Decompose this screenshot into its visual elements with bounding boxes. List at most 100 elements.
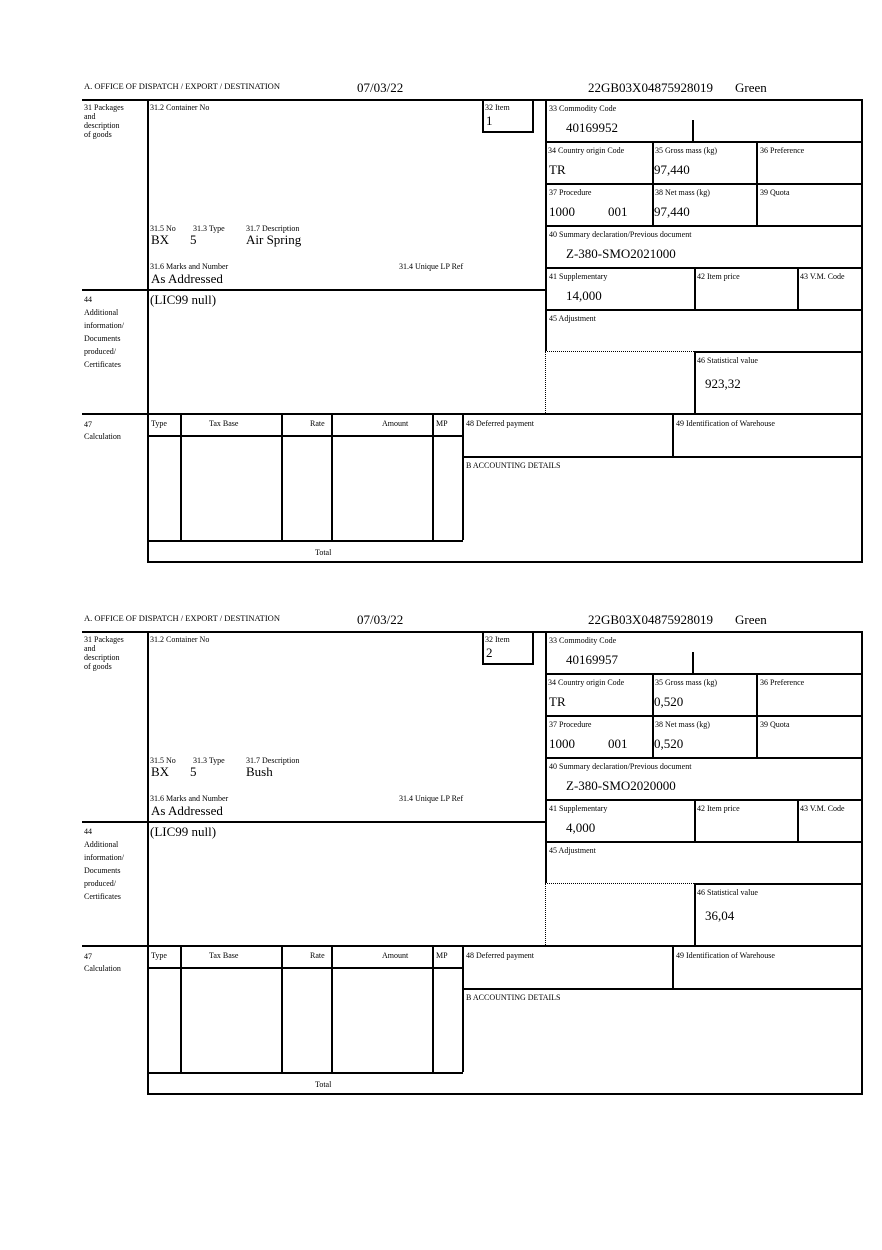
form-rule-line [797, 267, 799, 309]
form-rule-line [82, 945, 863, 947]
procedure-value: 1000 [549, 736, 575, 751]
form-rule-line [482, 633, 484, 664]
gross-mass-label: 35 Gross mass (kg) [655, 678, 717, 687]
form-rule-line [180, 945, 182, 1072]
statistical-value-label: 46 Statistical value [697, 888, 758, 897]
form-rule-line [462, 945, 464, 1072]
date: 07/03/22 [357, 612, 404, 627]
route-status: Green [735, 612, 767, 627]
statistical-value: 36,04 [705, 908, 735, 923]
net-mass-value: 0,520 [654, 736, 684, 751]
form-rule-line [672, 945, 674, 988]
route-status: Green [735, 80, 767, 95]
form-rule-line [545, 267, 862, 269]
form-rule-line [861, 99, 863, 562]
calculation-label: 47 Calculation [84, 952, 121, 973]
description-value: Bush [246, 764, 273, 779]
item-number: 2 [486, 645, 493, 660]
quota-label: 39 Quota [760, 720, 790, 729]
form-rule-line [545, 351, 694, 352]
form-rule-line [692, 120, 694, 141]
form-rule-line [147, 1072, 463, 1074]
commodity-code-value: 40169957 [566, 652, 618, 667]
procedure-additional-value: 001 [608, 736, 628, 751]
form-rule-line [82, 631, 863, 633]
calc-col-mp: MP [436, 951, 448, 960]
summary-declaration-value: Z-380-SMO2020000 [566, 778, 676, 793]
form-rule-line [545, 183, 862, 185]
calc-col-rate: Rate [310, 419, 325, 428]
pkg-no-value: BX [151, 764, 170, 779]
form-rule-line [482, 101, 484, 132]
supplementary-label: 41 Supplementary [549, 804, 608, 813]
office-label: A. OFFICE OF DISPATCH / EXPORT / DESTINA… [84, 613, 280, 623]
form-rule-line [545, 225, 862, 227]
form-rule-line [756, 141, 758, 225]
date: 07/03/22 [357, 80, 404, 95]
supplementary-label: 41 Supplementary [549, 272, 608, 281]
gross-mass-value: 97,440 [654, 162, 690, 177]
form-rule-line [545, 799, 862, 801]
pkg-type-value: 5 [190, 232, 197, 247]
form-rule-line [545, 883, 694, 884]
form-rule-line [432, 945, 434, 1072]
marks-label: 31.6 Marks and Number [150, 262, 229, 271]
gross-mass-label: 35 Gross mass (kg) [655, 146, 717, 155]
form-rule-line [532, 101, 534, 132]
additional-info-value: (LIC99 null) [150, 824, 217, 839]
form-rule-line [82, 99, 863, 101]
preference-label: 36 Preference [760, 678, 805, 687]
vm-code-label: 43 V.M. Code [800, 272, 845, 281]
item-declaration-block: A. OFFICE OF DISPATCH / EXPORT / DESTINA… [0, 80, 882, 568]
description-label: 31.7 Description [246, 224, 300, 233]
net-mass-label: 38 Net mass (kg) [655, 188, 710, 197]
additional-info-value: (LIC99 null) [150, 292, 217, 307]
form-rule-line [545, 351, 546, 413]
calc-col-tax-base: Tax Base [209, 419, 239, 428]
total-label: Total [315, 548, 332, 557]
form-rule-line [82, 289, 546, 291]
country-origin-label: 34 Country origin Code [548, 146, 625, 155]
form-rule-line [694, 267, 696, 309]
summary-declaration-label: 40 Summary declaration/Previous document [549, 230, 692, 239]
form-rule-line [694, 351, 696, 413]
item-price-label: 42 Item price [697, 804, 740, 813]
form-rule-line [797, 799, 799, 841]
net-mass-value: 97,440 [654, 204, 690, 219]
calc-col-type: Type [151, 419, 167, 428]
description-label: 31.7 Description [246, 756, 300, 765]
calc-col-mp: MP [436, 419, 448, 428]
form-rule-line [82, 413, 863, 415]
form-rule-line [694, 351, 862, 353]
procedure-value: 1000 [549, 204, 575, 219]
supplementary-value: 14,000 [566, 288, 602, 303]
gross-mass-value: 0,520 [654, 694, 684, 709]
item-declaration-block: A. OFFICE OF DISPATCH / EXPORT / DESTINA… [0, 612, 882, 1100]
office-label: A. OFFICE OF DISPATCH / EXPORT / DESTINA… [84, 81, 280, 91]
commodity-code-label: 33 Commodity Code [549, 636, 617, 645]
unique-lp-label: 31.4 Unique LP Ref [399, 794, 464, 803]
pkg-type-label: 31.3 Type [193, 224, 225, 233]
item-label: 32 Item [485, 635, 510, 644]
form-rule-line [331, 413, 333, 540]
form-rule-line [147, 967, 463, 969]
form-rule-line [532, 633, 534, 664]
calculation-label: 47 Calculation [84, 420, 121, 441]
form-rule-line [281, 945, 283, 1072]
form-rule-line [692, 652, 694, 673]
form-rule-line [694, 799, 696, 841]
net-mass-label: 38 Net mass (kg) [655, 720, 710, 729]
calc-col-tax-base: Tax Base [209, 951, 239, 960]
calc-col-rate: Rate [310, 951, 325, 960]
form-rule-line [147, 540, 463, 542]
marks-label: 31.6 Marks and Number [150, 794, 229, 803]
packages-label: 31 Packages and description of goods [84, 103, 124, 139]
procedure-additional-value: 001 [608, 204, 628, 219]
form-rule-line [482, 131, 534, 133]
warehouse-label: 49 Identification of Warehouse [676, 419, 775, 428]
form-rule-line [281, 413, 283, 540]
form-rule-line [147, 631, 149, 1094]
pkg-no-label: 31.5 No [150, 756, 176, 765]
preference-label: 36 Preference [760, 146, 805, 155]
country-origin-value: TR [549, 162, 566, 177]
